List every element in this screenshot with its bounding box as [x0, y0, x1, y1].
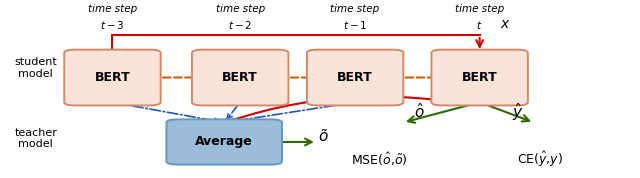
Text: time step
$t-1$: time step $t-1$ — [330, 4, 380, 31]
Text: BERT: BERT — [222, 71, 258, 84]
FancyBboxPatch shape — [64, 50, 161, 105]
FancyBboxPatch shape — [192, 50, 289, 105]
Text: $\hat{o}$: $\hat{o}$ — [413, 103, 424, 121]
Text: student
model: student model — [15, 57, 57, 79]
Text: BERT: BERT — [462, 71, 497, 84]
Text: teacher
model: teacher model — [14, 128, 57, 149]
FancyBboxPatch shape — [166, 119, 282, 165]
Text: time step
$t$: time step $t$ — [455, 4, 504, 31]
Text: CE($\hat{y}$,$y$): CE($\hat{y}$,$y$) — [517, 150, 563, 169]
Text: $\hat{y}$: $\hat{y}$ — [512, 101, 524, 123]
Text: BERT: BERT — [95, 71, 131, 84]
Text: MSE($\hat{o}$,$\tilde{o}$): MSE($\hat{o}$,$\tilde{o}$) — [351, 151, 408, 168]
FancyBboxPatch shape — [431, 50, 528, 105]
Text: time step
$t-2$: time step $t-2$ — [216, 4, 265, 31]
Text: Average: Average — [195, 135, 253, 148]
Text: $\tilde{o}$: $\tilde{o}$ — [318, 128, 328, 145]
Text: time step
$t-3$: time step $t-3$ — [88, 4, 137, 31]
FancyBboxPatch shape — [307, 50, 403, 105]
Text: BERT: BERT — [337, 71, 373, 84]
Text: $x$: $x$ — [500, 17, 511, 31]
